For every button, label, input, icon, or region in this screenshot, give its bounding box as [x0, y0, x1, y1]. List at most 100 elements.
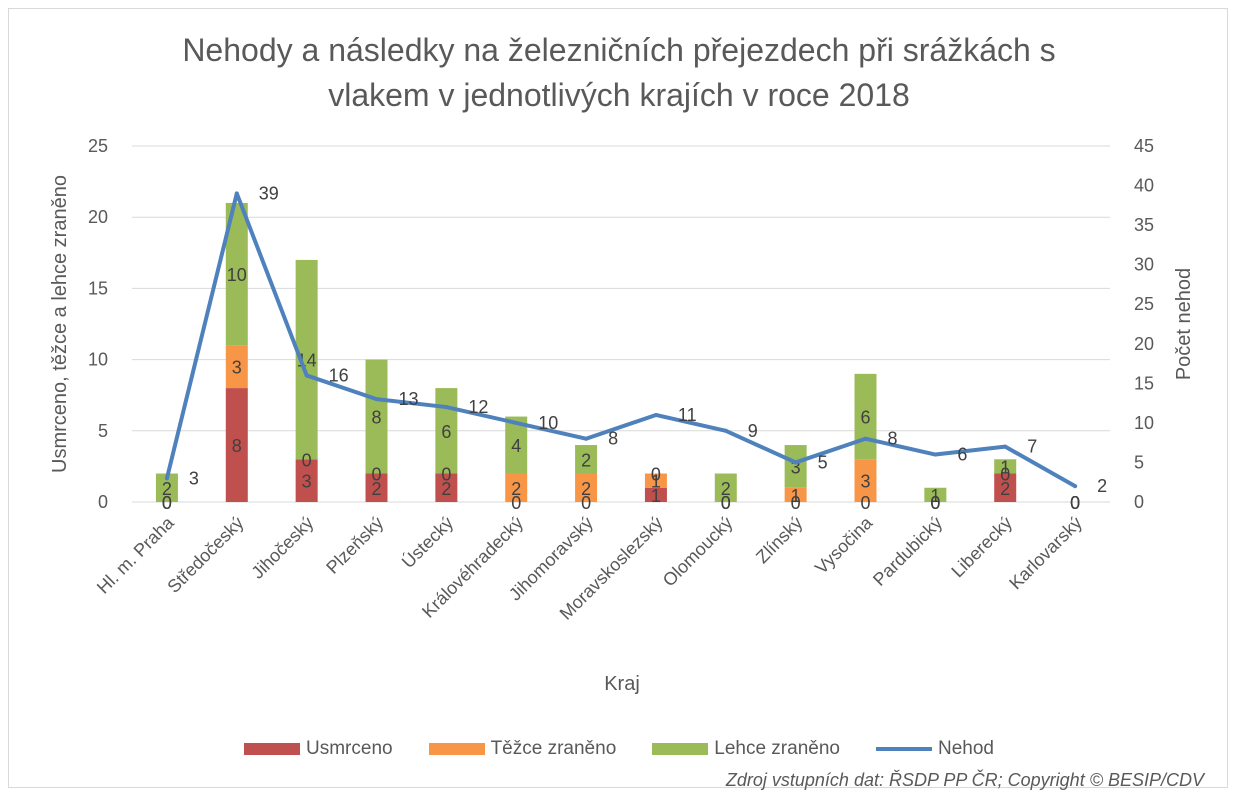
- category-label: Ústecký: [397, 512, 457, 572]
- y2-tick-label: 0: [1134, 492, 1144, 512]
- line-data-label: 12: [468, 397, 488, 417]
- bar-data-label: 1: [1000, 457, 1010, 477]
- bar-data-label: 0: [1070, 493, 1080, 513]
- y2-tick-label: 35: [1134, 215, 1154, 235]
- y2-tick-label: 20: [1134, 334, 1154, 354]
- bar-data-label: 4: [511, 436, 521, 456]
- legend-swatch-nehod: [875, 747, 932, 751]
- chart-title-line-1: Nehody a následky na železničních přejez…: [182, 32, 1056, 68]
- line-point: [444, 405, 449, 410]
- chart-title: Nehody a následky na železničních přejez…: [0, 28, 1238, 118]
- category-label: Plzeňský: [322, 513, 387, 578]
- bar-data-label: 2: [1000, 479, 1010, 499]
- y2-tick-label: 45: [1134, 136, 1154, 156]
- bar-data-label: 3: [302, 472, 312, 492]
- bar-data-label: 2: [441, 479, 451, 499]
- legend-label-usmrceno: Usmrceno: [306, 738, 393, 759]
- bar-data-label: 1: [930, 486, 940, 506]
- legend-item-lehce: Lehce zraněno: [652, 738, 840, 760]
- line-data-label: 9: [748, 421, 758, 441]
- bar-data-label: 0: [162, 493, 172, 513]
- line-point: [723, 428, 728, 433]
- line-point: [1003, 444, 1008, 449]
- legend-item-nehod: Nehod: [875, 738, 994, 760]
- bar-data-label: 0: [860, 493, 870, 513]
- category-label: Zlínský: [752, 513, 806, 567]
- bar-data-label: 0: [1000, 465, 1010, 485]
- y2-tick-label: 15: [1134, 373, 1154, 393]
- line-point: [514, 420, 519, 425]
- y-tick-label: 5: [98, 421, 108, 441]
- y-tick-label: 25: [88, 136, 108, 156]
- bar-segment: [225, 345, 248, 389]
- bar-segment: [225, 388, 248, 502]
- bar-data-label: 3: [791, 457, 801, 477]
- bar-data-label: 0: [511, 493, 521, 513]
- bar-segment: [295, 259, 318, 460]
- bar-data-label: 6: [860, 408, 870, 428]
- bar-data-label: 0: [302, 450, 312, 470]
- y-tick-label: 10: [88, 350, 108, 370]
- category-label: Jihočeský: [247, 513, 317, 583]
- legend-swatch-tezce: [428, 743, 485, 755]
- line-data-label: 7: [1027, 437, 1037, 457]
- y2-axis-title: Počet nehod: [1173, 268, 1195, 380]
- category-label: Vysočina: [811, 512, 877, 578]
- line-point: [933, 452, 938, 457]
- bar-segment: [575, 473, 598, 502]
- bar-data-label: 2: [581, 479, 591, 499]
- bar-segment: [225, 202, 248, 346]
- chart-frame: [8, 8, 1228, 788]
- chart-title-line-2: vlakem v jednotlivých krajích v roce 201…: [328, 77, 910, 113]
- x-axis-title: Kraj: [604, 673, 640, 695]
- legend-label-nehod: Nehod: [937, 738, 994, 759]
- bar-data-label: 0: [721, 493, 731, 513]
- y-axis-title: Usmrceno, těžce a lehce zraněno: [49, 175, 71, 473]
- bar-segment: [924, 487, 947, 502]
- bar-data-label: 0: [791, 493, 801, 513]
- line-point: [653, 412, 658, 417]
- y2-tick-label: 30: [1134, 255, 1154, 275]
- bar-segment: [994, 473, 1017, 502]
- bar-segment: [994, 459, 1017, 474]
- bar-segment: [505, 416, 528, 474]
- line-data-label: 10: [538, 413, 558, 433]
- line-point: [584, 436, 589, 441]
- bar-segment: [155, 473, 178, 502]
- line-data-label: 6: [957, 445, 967, 465]
- line-nehod: [164, 191, 1078, 489]
- category-label: Pardubický: [869, 513, 946, 590]
- bar-data-label: 0: [1070, 493, 1080, 513]
- y2-tick-label: 10: [1134, 413, 1154, 433]
- line-data-label: 8: [608, 429, 618, 449]
- bar-data-label: 3: [232, 358, 242, 378]
- bar-data-label: 10: [227, 265, 247, 285]
- bar-segment: [435, 473, 458, 502]
- legend-label-tezce: Těžce zraněno: [490, 738, 617, 759]
- bar-data-label: 0: [721, 493, 731, 513]
- legend-swatch-lehce: [652, 743, 709, 755]
- category-label: Liberecký: [947, 513, 1016, 582]
- y2-tick-label: 25: [1134, 294, 1154, 314]
- category-label: Karlovarský: [1005, 513, 1086, 594]
- line-point: [374, 397, 379, 402]
- bar-segment: [784, 445, 807, 488]
- line-data-label: 11: [678, 405, 697, 425]
- bar-data-label: 2: [721, 479, 731, 499]
- legend-swatch-usmrceno: [244, 743, 300, 755]
- line-data-label: 5: [818, 452, 828, 472]
- bar-data-label: 3: [860, 472, 870, 492]
- line-data-label: 2: [1097, 476, 1107, 496]
- bar-segment: [575, 445, 598, 474]
- bar-data-label: 8: [371, 408, 381, 428]
- bar-segment: [365, 473, 388, 502]
- bar-data-label: 2: [371, 479, 381, 499]
- line-data-label: 39: [259, 183, 279, 203]
- line-data-label: 3: [189, 468, 199, 488]
- line-point: [793, 460, 798, 465]
- bar-data-label: 2: [581, 450, 591, 470]
- bar-data-label: 0: [581, 493, 591, 513]
- line-point: [234, 191, 239, 196]
- bar-data-label: 2: [511, 479, 521, 499]
- line-point: [863, 436, 868, 441]
